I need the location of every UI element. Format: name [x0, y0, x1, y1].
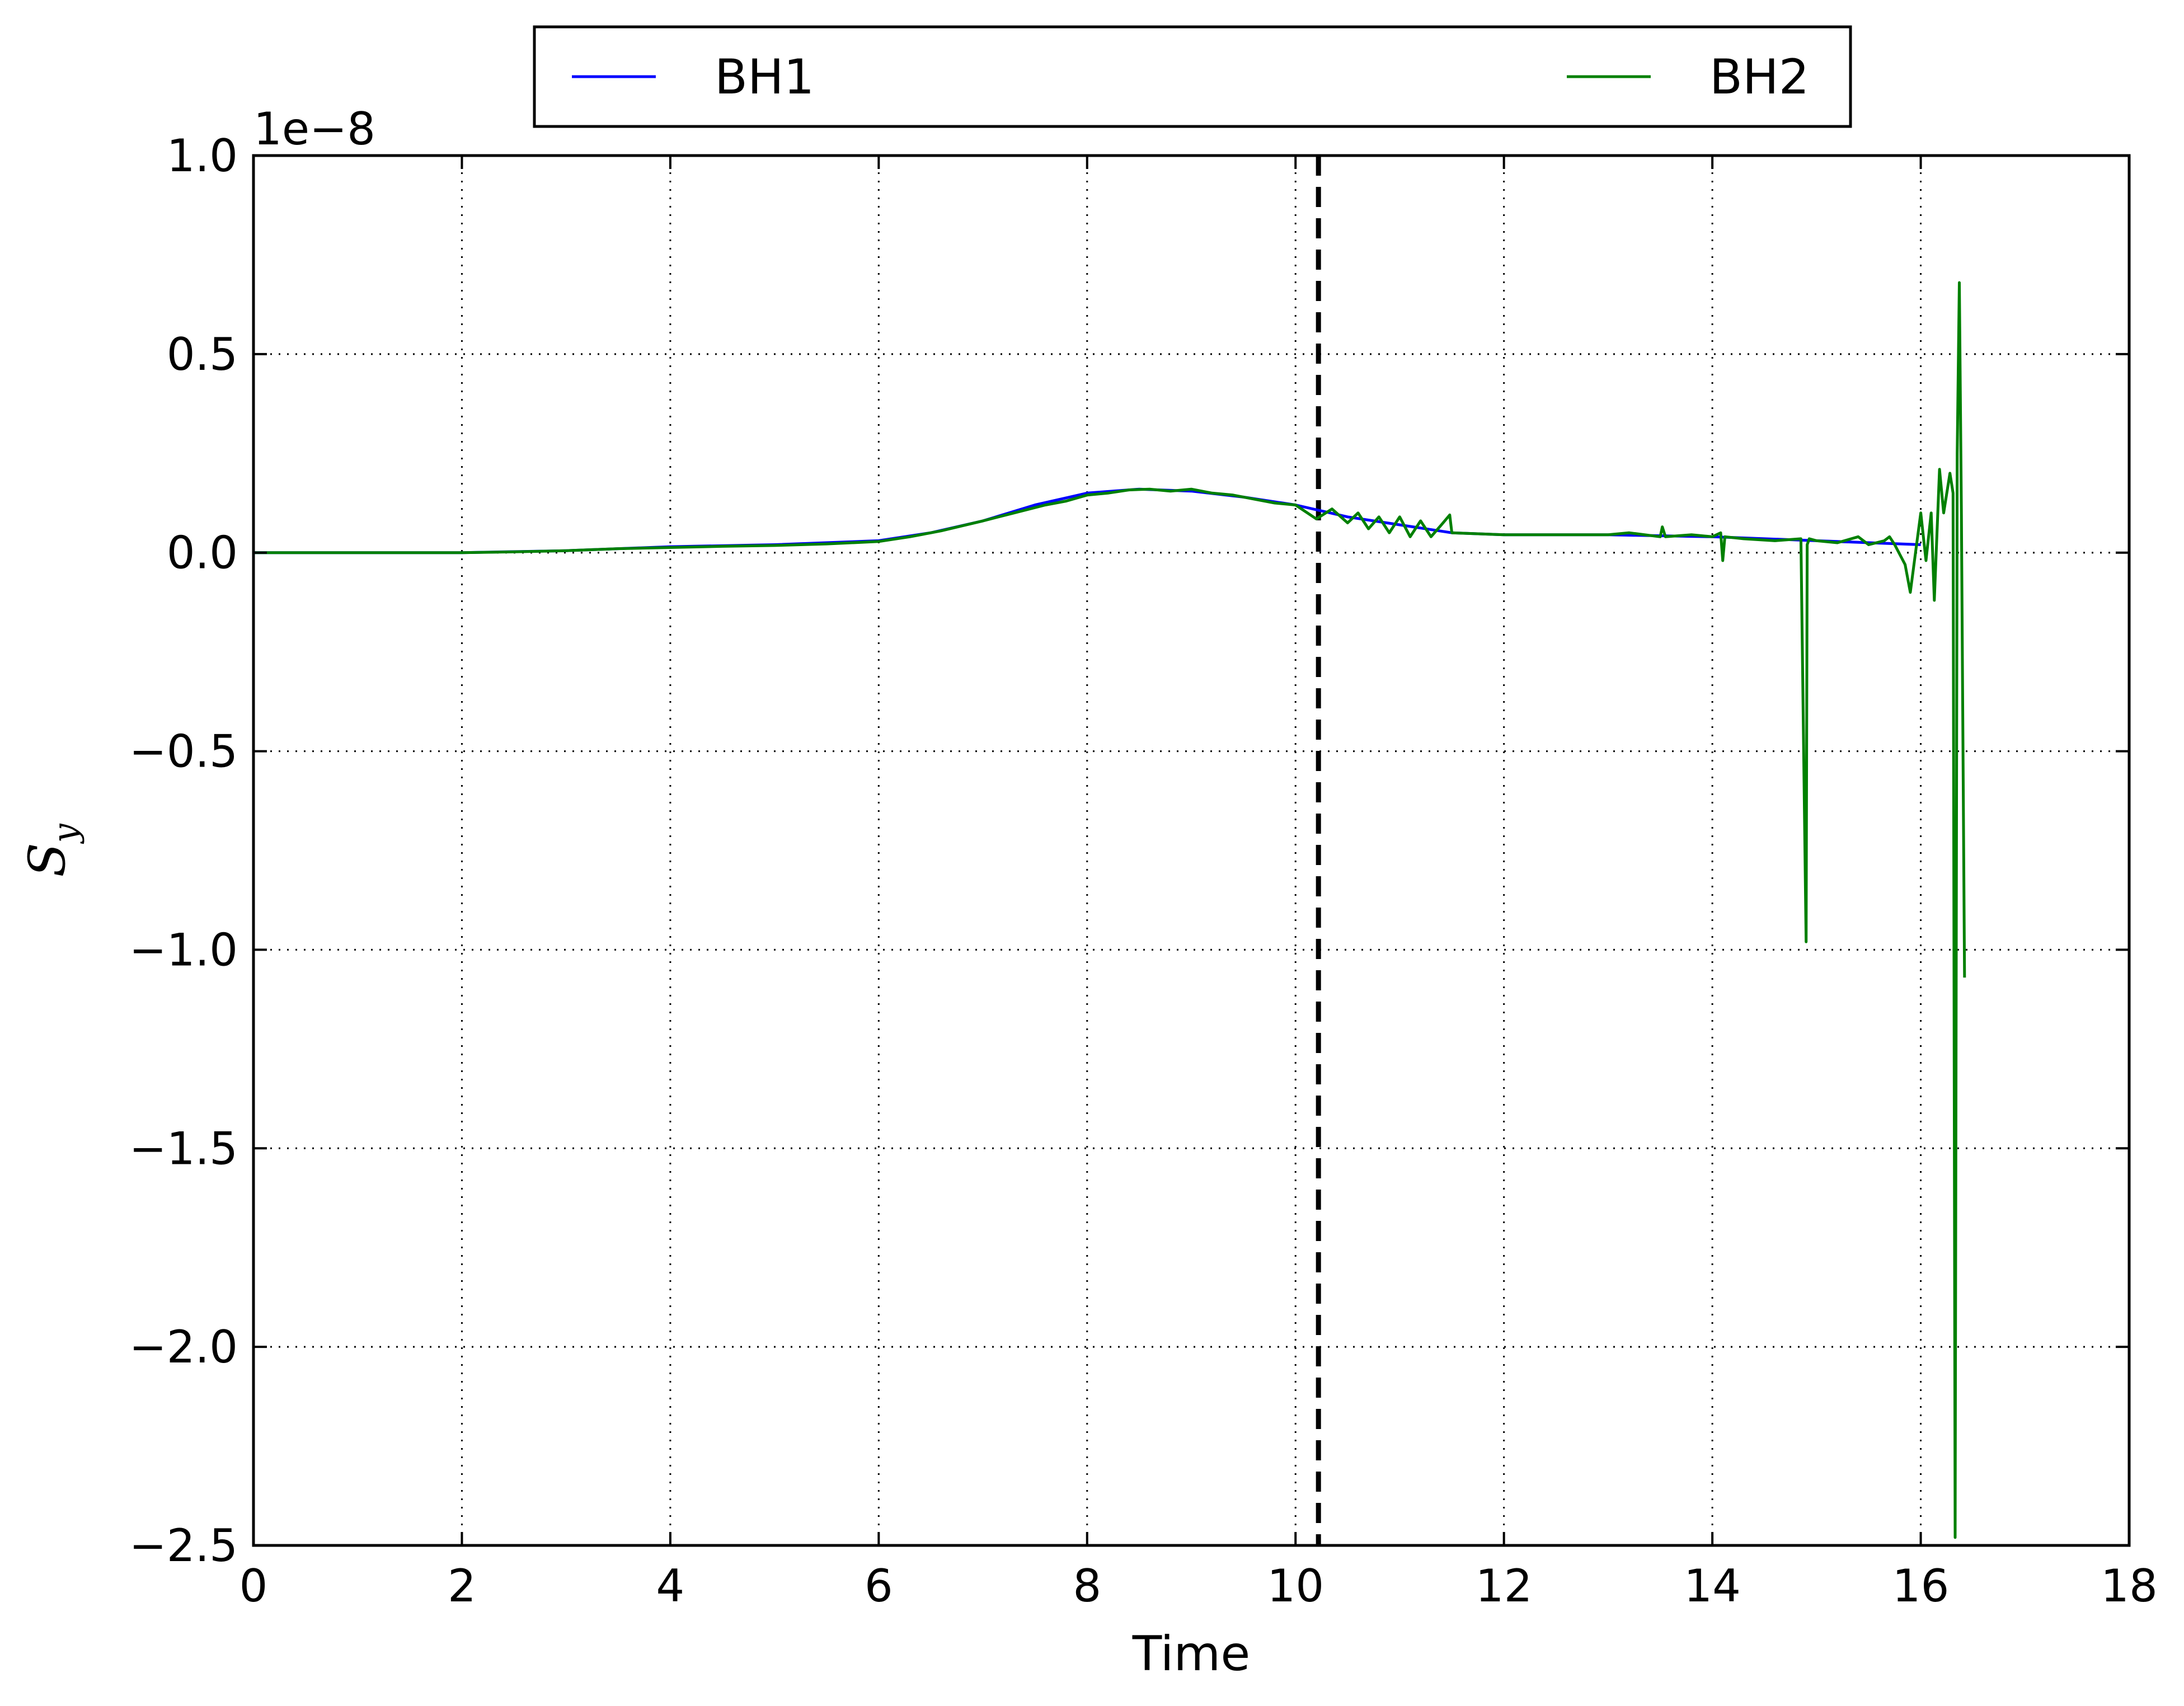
x-tick-label: 10 [1267, 1560, 1324, 1612]
x-tick-label: 16 [1892, 1560, 1950, 1612]
legend: BH1 BH2 [533, 25, 1852, 128]
x-tick-label: 2 [448, 1560, 476, 1612]
legend-label-bh1: BH1 [715, 49, 814, 105]
x-axis-label: Time [1132, 1626, 1250, 1682]
grid-lines [253, 156, 2129, 1545]
y-tick-label: 0.0 [167, 527, 238, 579]
x-tick-label: 12 [1476, 1560, 1533, 1612]
y-axis-label-sub: y [46, 823, 85, 844]
y-tick-label: −1.5 [129, 1122, 238, 1174]
series-line-bh2 [253, 281, 1966, 1539]
y-tick-label: −0.5 [129, 726, 238, 778]
y-tick-label: −1.0 [129, 924, 238, 976]
x-tick-labels: 0 2 4 6 8 10 12 14 16 18 [239, 1560, 2158, 1612]
y-offset-label: 1e−8 [253, 103, 375, 155]
plot-frame [252, 154, 2131, 1547]
y-tick-label: 0.5 [167, 328, 238, 380]
y-tick-label: −2.0 [129, 1321, 238, 1373]
y-tick-label: 1.0 [167, 130, 238, 182]
x-tick-label: 6 [865, 1560, 893, 1612]
x-tick-label: 4 [656, 1560, 684, 1612]
x-tick-label: 18 [2101, 1560, 2158, 1612]
ticks [252, 154, 2130, 1547]
legend-label-bh2: BH2 [1709, 49, 1809, 105]
x-tick-label: 14 [1684, 1560, 1741, 1612]
x-tick-label: 0 [239, 1560, 268, 1612]
y-tick-labels: 1.0 0.5 0.0 −0.5 −1.0 −1.5 −2.0 −2.5 [129, 130, 238, 1572]
x-tick-label: 8 [1073, 1560, 1101, 1612]
y-axis-label: Sy [18, 823, 85, 877]
y-axis-label-main: S [18, 843, 77, 877]
series-layer [253, 281, 1966, 1539]
y-tick-label: −2.5 [129, 1520, 238, 1572]
